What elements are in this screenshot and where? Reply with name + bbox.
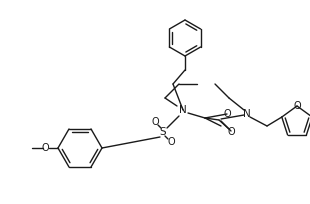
Text: O: O	[167, 137, 175, 147]
Text: O: O	[41, 143, 49, 153]
Text: O: O	[293, 101, 301, 111]
Text: O: O	[227, 127, 235, 137]
Text: O: O	[223, 109, 231, 119]
Text: N: N	[179, 105, 187, 115]
Text: S: S	[160, 127, 166, 137]
Text: N: N	[243, 109, 251, 119]
Text: O: O	[151, 117, 159, 127]
